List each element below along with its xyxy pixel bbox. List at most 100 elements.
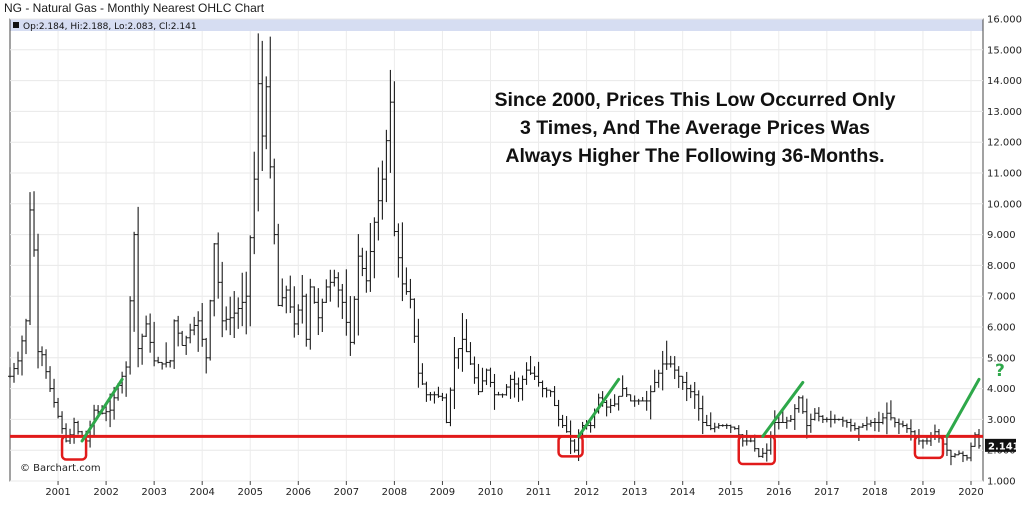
ohlc-bar — [272, 158, 277, 245]
ohlc-bar — [404, 267, 409, 295]
ohlc-bar — [280, 278, 285, 307]
ohlc-bar — [324, 279, 329, 303]
ohlc-bar — [452, 337, 457, 410]
ohlc-bar — [304, 293, 309, 347]
ohlc-bar — [604, 400, 609, 417]
ohlc-bar — [956, 450, 961, 456]
x-tick-label: 2017 — [814, 487, 839, 498]
ohlc-bar — [60, 411, 65, 434]
ohlc-bar — [240, 272, 245, 327]
ohlc-bar — [320, 298, 325, 333]
ohlc-bar — [492, 373, 497, 410]
x-tick-label: 2001 — [45, 487, 70, 498]
ohlc-bar — [348, 295, 353, 356]
ohlc-bar — [900, 420, 905, 428]
ohlc-bar — [888, 400, 893, 421]
ohlc-bar — [140, 333, 145, 365]
ohlc-bar — [588, 421, 593, 433]
ohlc-bar — [172, 319, 177, 369]
ohlc-bar — [920, 439, 925, 449]
ohlc-bar — [400, 222, 405, 302]
ohlc-bar — [188, 323, 193, 344]
x-tick-label: 2012 — [574, 487, 599, 498]
y-tick-label: 7.000 — [987, 292, 1016, 303]
ohlc-bar — [640, 397, 645, 402]
highlight-box — [913, 435, 945, 460]
ohlc-bar — [844, 419, 849, 428]
ohlc-bar — [168, 359, 173, 368]
ohlc-bar — [152, 321, 157, 367]
ohlc-bar — [804, 398, 809, 439]
annotation-line: 3 Times, And The Average Prices Was — [519, 117, 871, 139]
ohlc-bar — [216, 232, 221, 299]
ohlc-bar — [664, 340, 669, 370]
ohlc-readout: Op:2.184, Hi:2.188, Lo:2.083, Cl:2.141 — [23, 22, 197, 32]
ohlc-bar — [428, 392, 433, 401]
ohlc-bar — [408, 278, 413, 309]
trend-arrow — [577, 377, 621, 438]
highlight-boxes — [60, 435, 945, 466]
x-tick-label: 2020 — [958, 487, 983, 498]
ohlc-bar — [724, 423, 729, 429]
ohlc-bar — [656, 369, 661, 388]
ohlc-bar — [40, 346, 45, 367]
ohlc-bar — [496, 391, 501, 396]
ohlc-bar — [868, 419, 873, 427]
ohlc-bar — [680, 375, 685, 390]
ohlc-bar — [340, 283, 345, 319]
ohlc-bar — [136, 206, 141, 368]
ohlc-bar — [268, 36, 273, 179]
ohlc-bar — [952, 453, 957, 458]
ohlc-bar — [388, 69, 393, 173]
y-tick-label: 3.000 — [987, 415, 1016, 426]
ohlc-bar — [76, 420, 81, 435]
ohlc-bar — [484, 368, 489, 386]
ohlc-bar — [72, 417, 77, 444]
ohlc-bar — [648, 385, 653, 420]
ohlc-bar — [720, 424, 725, 427]
ohlc-bar — [252, 151, 257, 255]
y-tick-label: 11.000 — [987, 169, 1022, 180]
ohlc-bar — [308, 278, 313, 350]
ohlc-bar — [380, 160, 385, 220]
ohlc-bar — [816, 407, 821, 422]
x-tick-label: 2019 — [910, 487, 935, 498]
annotation-text: Since 2000, Prices This Low Occurred Onl… — [440, 86, 950, 170]
x-tick-label: 2008 — [382, 487, 407, 498]
x-tick-label: 2006 — [286, 487, 311, 498]
ohlc-bar — [420, 363, 425, 385]
ohlc-bar — [824, 417, 829, 423]
y-tick-label: 4.000 — [987, 384, 1016, 395]
ohlc-bar — [696, 390, 701, 421]
ohlc-bar — [64, 423, 69, 443]
ohlc-bar — [20, 335, 25, 376]
x-tick-label: 2010 — [478, 487, 503, 498]
ohlc-bar — [788, 415, 793, 422]
y-tick-label: 1.000 — [987, 477, 1016, 488]
ohlc-bar — [456, 348, 461, 369]
ohlc-bar — [880, 412, 885, 425]
ohlc-bar — [156, 356, 161, 364]
ohlc-bar — [672, 356, 677, 380]
ohlc-bar — [316, 288, 321, 336]
ohlc-bar — [832, 414, 837, 424]
ohlc-bar — [284, 285, 289, 314]
x-tick-label: 2014 — [670, 487, 695, 498]
x-tick-label: 2011 — [526, 487, 551, 498]
ohlc-bar — [416, 318, 421, 388]
ohlc-bar — [540, 380, 545, 398]
ohlc-bar — [516, 377, 521, 402]
y-tick-label: 13.000 — [987, 107, 1022, 118]
ohlc-bar — [712, 422, 717, 433]
header-band — [10, 19, 983, 31]
ohlc-bar — [820, 415, 825, 423]
ohlc-bar — [948, 449, 953, 466]
ohlc-bar — [556, 399, 561, 427]
x-tick-label: 2013 — [622, 487, 647, 498]
ohlc-bar — [928, 432, 933, 446]
ohlc-bar — [676, 366, 681, 389]
ohlc-bar — [644, 390, 649, 411]
ohlc-bar — [120, 371, 125, 394]
ohlc-bar — [228, 296, 233, 336]
ohlc-bar — [944, 436, 949, 456]
